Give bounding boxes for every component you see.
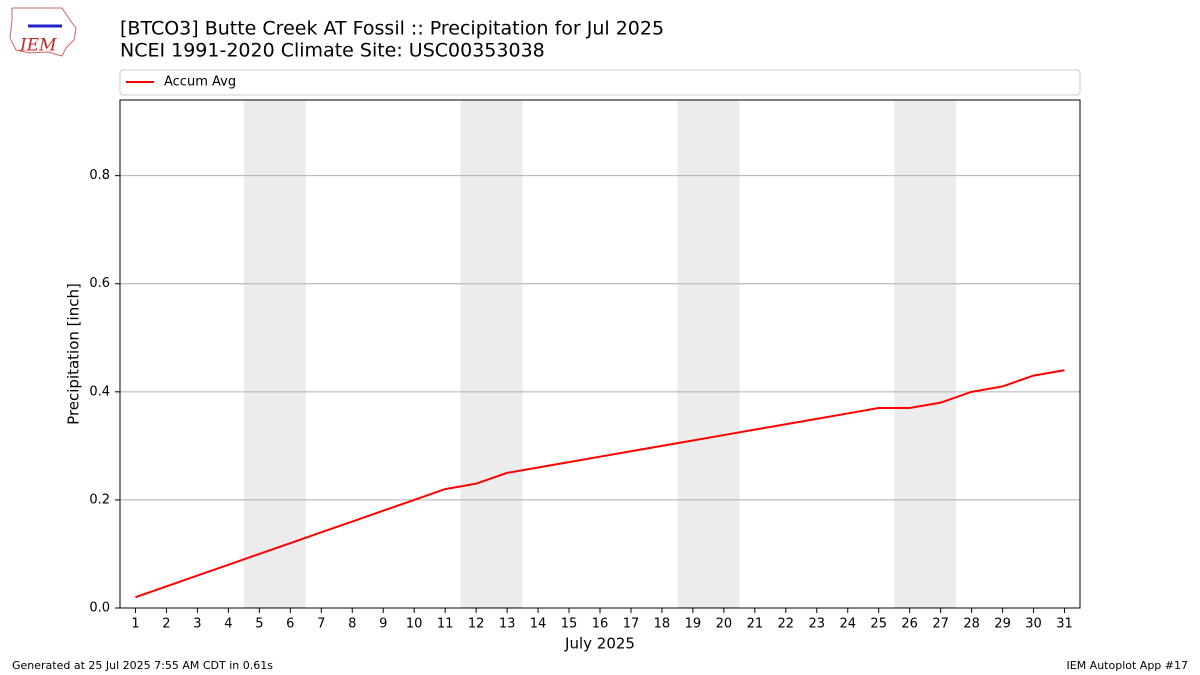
footer-right: IEM Autoplot App #17 <box>1067 659 1189 672</box>
x-tick-label: 4 <box>224 617 232 632</box>
x-tick-label: 2 <box>162 617 170 632</box>
shaded-span <box>894 100 957 608</box>
x-tick-label: 5 <box>255 617 263 632</box>
logo-outline <box>9 7 77 57</box>
x-tick-label: 28 <box>963 617 980 632</box>
x-tick-label: 20 <box>716 617 733 632</box>
x-tick-label: 15 <box>561 617 578 632</box>
x-tick-label: 25 <box>870 617 887 632</box>
logo: IEM <box>9 7 77 57</box>
x-tick-label: 7 <box>317 617 325 632</box>
x-tick-label: 13 <box>499 617 516 632</box>
x-tick-label: 1 <box>131 617 139 632</box>
x-tick-label: 31 <box>1056 617 1073 632</box>
x-tick-label: 10 <box>406 617 423 632</box>
chart-title: [BTCO3] Butte Creek AT Fossil :: Precipi… <box>120 18 664 40</box>
shaded-span <box>460 100 523 608</box>
plot-frame <box>119 99 1081 609</box>
shaded-span <box>677 100 740 608</box>
chart-subtitle: NCEI 1991-2020 Climate Site: USC00353038 <box>120 40 545 62</box>
x-tick-label: 29 <box>994 617 1011 632</box>
footer-left: Generated at 25 Jul 2025 7:55 AM CDT in … <box>12 659 273 672</box>
series-line <box>135 369 1065 599</box>
x-tick-label: 3 <box>193 617 201 632</box>
shaded-span <box>243 100 306 608</box>
x-axis-label: July 2025 <box>564 635 635 653</box>
x-tick-label: 6 <box>286 617 294 632</box>
y-tick-label: 0.4 <box>89 384 110 399</box>
y-tick-label: 0.8 <box>89 168 110 183</box>
logo-text: IEM <box>19 36 57 56</box>
x-tick-label: 8 <box>348 617 356 632</box>
x-tick-label: 16 <box>592 617 609 632</box>
x-tick-label: 23 <box>809 617 826 632</box>
x-tick-label: 18 <box>654 617 671 632</box>
x-tick-label: 22 <box>778 617 795 632</box>
x-tick-label: 30 <box>1025 617 1042 632</box>
y-tick-label: 0.6 <box>89 276 110 291</box>
x-tick-label: 19 <box>685 617 702 632</box>
x-tick-label: 11 <box>437 617 454 632</box>
y-tick-label: 0.0 <box>89 601 110 616</box>
x-tick-label: 27 <box>932 617 949 632</box>
x-tick-label: 26 <box>901 617 918 632</box>
x-tick-label: 12 <box>468 617 485 632</box>
x-tick-label: 14 <box>530 617 547 632</box>
legend-label: Accum Avg <box>164 75 236 90</box>
x-tick-label: 24 <box>839 617 856 632</box>
x-tick-label: 17 <box>623 617 640 632</box>
x-tick-label: 21 <box>747 617 764 632</box>
y-tick-label: 0.2 <box>89 492 110 507</box>
y-axis-label: Precipitation [inch] <box>65 283 83 425</box>
x-tick-label: 9 <box>379 617 387 632</box>
legend-box <box>119 69 1081 96</box>
